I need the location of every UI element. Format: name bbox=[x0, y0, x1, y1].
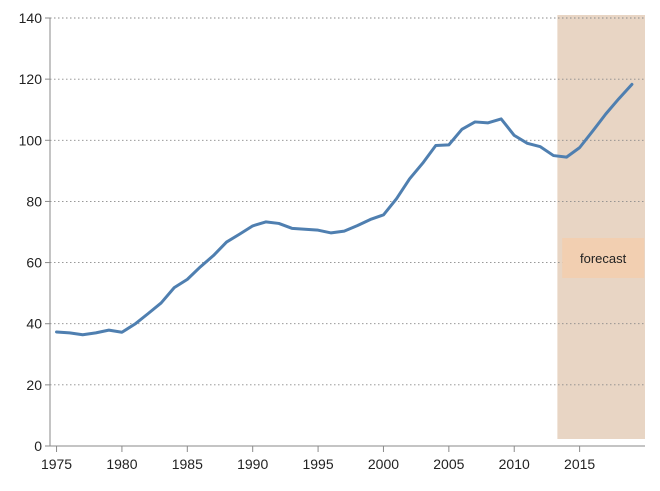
forecast-label-box bbox=[562, 237, 645, 278]
tick-marks: 0 20 40 60 80 100 120 140 1975 1980 1985 1990 1995 20… bbox=[19, 10, 596, 472]
y-tick-label-0: 0 bbox=[34, 438, 42, 454]
x-tick-label-1975: 1975 bbox=[41, 456, 72, 472]
y-tick-label-60: 60 bbox=[26, 255, 42, 271]
y-tick-label-140: 140 bbox=[19, 10, 43, 26]
y-tick-label-20: 20 bbox=[26, 377, 42, 393]
x-tick-label-1985: 1985 bbox=[172, 456, 203, 472]
x-tick-label-2000: 2000 bbox=[368, 456, 399, 472]
y-tick-label-100: 100 bbox=[19, 132, 43, 148]
x-tick-label-2010: 2010 bbox=[499, 456, 530, 472]
annotation-layer: forecast bbox=[562, 237, 645, 278]
forecast-label: forecast bbox=[580, 251, 627, 266]
series-layer bbox=[55, 82, 634, 337]
y-tick-label-120: 120 bbox=[19, 71, 43, 87]
axes bbox=[49, 18, 645, 447]
x-tick-label-2015: 2015 bbox=[564, 456, 595, 472]
x-tick-label-1995: 1995 bbox=[302, 456, 333, 472]
x-tick-label-1990: 1990 bbox=[237, 456, 268, 472]
forecast-layer bbox=[557, 15, 645, 439]
forecast-shaded-region bbox=[557, 15, 645, 439]
x-tick-label-1980: 1980 bbox=[106, 456, 137, 472]
y-tick-label-40: 40 bbox=[26, 316, 42, 332]
x-tick-label-2005: 2005 bbox=[433, 456, 464, 472]
y-tick-label-80: 80 bbox=[26, 193, 42, 209]
series-line-0 bbox=[55, 82, 634, 337]
gridlines bbox=[50, 17, 645, 386]
